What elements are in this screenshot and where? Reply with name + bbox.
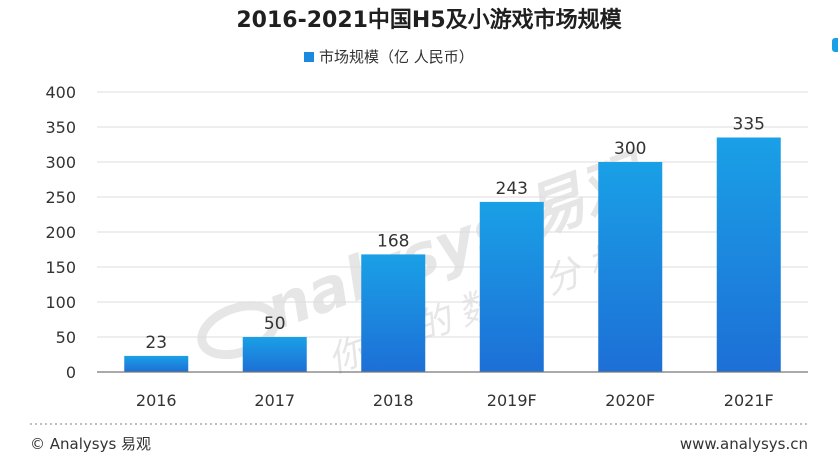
x-tick-label: 2017 [254, 391, 295, 410]
y-tick-label: 400 [45, 83, 76, 102]
data-labels: 23 50 168 243 300 335 [145, 115, 765, 353]
footer-website: www.analysys.cn [680, 435, 808, 453]
data-label: 335 [733, 115, 765, 135]
bar [598, 162, 663, 372]
legend-swatch [304, 52, 314, 62]
x-axis-ticks: 2016 2017 2018 2019F 2020F 2021F [136, 391, 774, 410]
y-tick-label: 300 [45, 153, 76, 172]
x-tick-label: 2018 [373, 391, 414, 410]
x-tick-label: 2019F [487, 391, 537, 410]
legend-label: 市场规模（亿 人民币） [319, 48, 474, 66]
bar [124, 355, 189, 372]
data-label: 23 [145, 333, 167, 353]
bar [479, 201, 544, 372]
bar [242, 337, 307, 372]
legend: 市场规模（亿 人民币） [304, 48, 474, 66]
y-tick-label: 200 [45, 223, 76, 242]
data-label: 243 [496, 179, 528, 199]
y-tick-label: 50 [56, 328, 76, 347]
y-axis-ticks: 0 50 100 150 200 250 300 350 400 [45, 83, 76, 382]
x-tick-label: 2016 [136, 391, 177, 410]
data-label: 168 [377, 231, 409, 251]
x-tick-label: 2020F [605, 391, 655, 410]
data-label: 300 [614, 139, 646, 159]
grid [97, 91, 808, 338]
y-tick-label: 350 [45, 118, 76, 137]
chart-title: 2016-2021中国H5及小游戏市场规模 [236, 7, 622, 33]
y-tick-label: 0 [66, 363, 76, 382]
x-tick-label: 2021F [724, 391, 774, 410]
side-edge-mark [832, 38, 838, 52]
bar [361, 254, 426, 372]
footer-copyright: © Analysys 易观 [30, 435, 151, 453]
y-tick-label: 100 [45, 293, 76, 312]
y-tick-label: 250 [45, 188, 76, 207]
bars [124, 137, 781, 372]
data-label: 50 [264, 314, 286, 334]
bar [716, 137, 781, 372]
y-tick-label: 150 [45, 258, 76, 277]
